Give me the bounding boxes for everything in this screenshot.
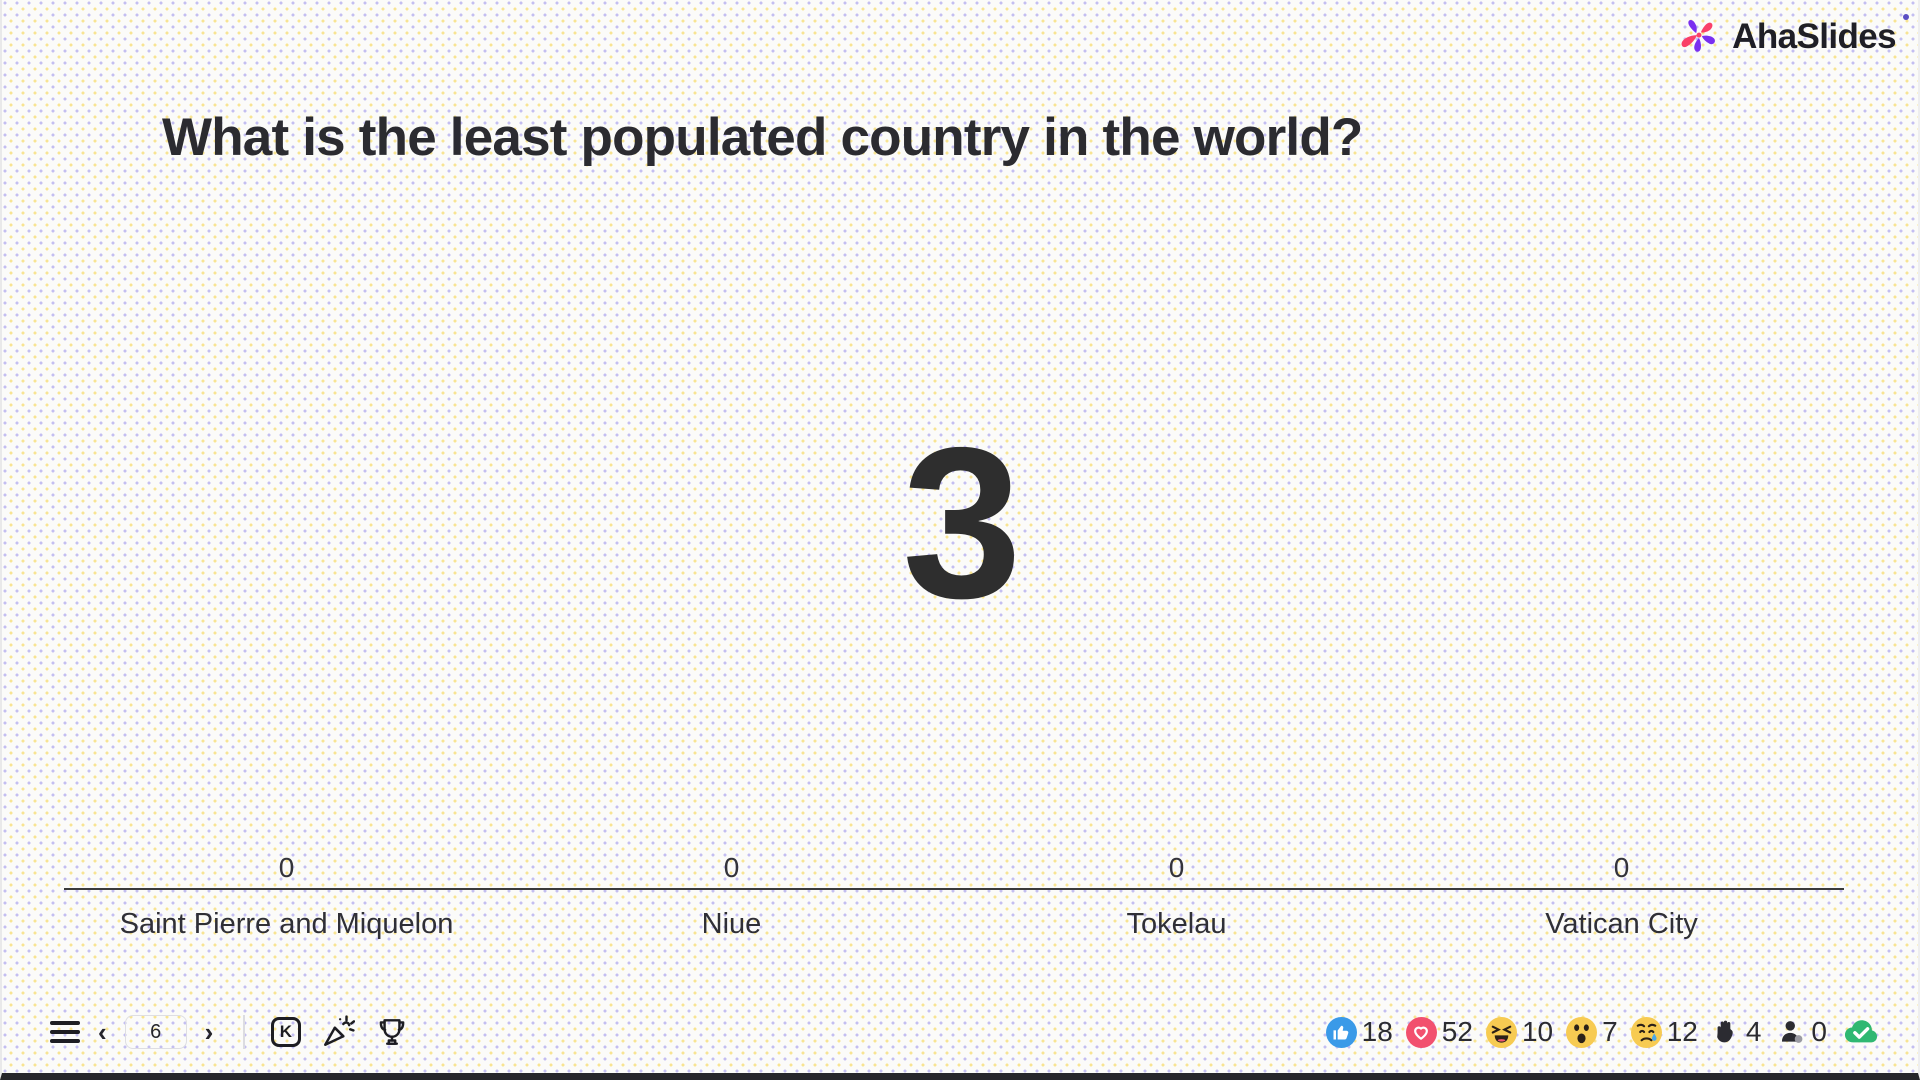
chart-category-label: Saint Pierre and Miquelon: [119, 908, 454, 940]
crying-face-icon: [1630, 1016, 1662, 1048]
participants-status[interactable]: 0: [1778, 1016, 1827, 1048]
chart-column: 0: [509, 818, 954, 888]
chevron-left-icon[interactable]: ‹: [98, 1017, 107, 1047]
reaction-crying[interactable]: 12: [1630, 1016, 1698, 1048]
chart-column: 0: [64, 818, 509, 888]
chart-column: 0: [954, 818, 1399, 888]
surprised-face-icon: [1566, 1016, 1598, 1048]
chart-value-label: 0: [723, 852, 740, 883]
reaction-surprised[interactable]: 7: [1566, 1016, 1618, 1048]
reaction-count: 10: [1521, 1016, 1554, 1047]
keyboard-shortcut-label: K: [279, 1022, 292, 1041]
toolbar-divider: [243, 1015, 245, 1049]
chart-value-label: 0: [278, 852, 295, 883]
reaction-count: 4: [1745, 1016, 1762, 1047]
reaction-heart[interactable]: 52: [1405, 1016, 1473, 1048]
reaction-count: 52: [1441, 1016, 1473, 1047]
reaction-count: 18: [1361, 1016, 1393, 1047]
hamburger-menu-icon[interactable]: [50, 1021, 80, 1043]
question-title: What is the least populated country in t…: [162, 108, 1363, 167]
brand-name: AhaSlides: [1732, 17, 1896, 56]
ahaslides-brand: AhaSlides: [1676, 14, 1897, 60]
toolbar-left-group: ‹ 6 › K: [50, 1015, 409, 1049]
laughing-face-icon: [1485, 1016, 1517, 1048]
chart-category-label: Vatican City: [1545, 908, 1698, 940]
raised-hand-icon: [1717, 1020, 1733, 1043]
reaction-count: 12: [1666, 1016, 1698, 1047]
results-bar-chart: 0 0 0 0 Saint Pierre and Miquelon Niue Tokela…: [64, 818, 1844, 941]
slide-number-value: 6: [150, 1020, 162, 1043]
cloud-check-saved-icon[interactable]: [1844, 1017, 1878, 1047]
chart-category-labels: Saint Pierre and Miquelon Niue Tokelau Vati…: [64, 908, 1844, 941]
chart-column: 0: [1399, 818, 1844, 888]
chart-axis-line: [64, 888, 1844, 890]
keyboard-shortcut-k-icon[interactable]: K: [270, 1017, 301, 1047]
trophy-icon[interactable]: [375, 1015, 409, 1049]
participant-person-icon: [1782, 1021, 1803, 1043]
countdown-timer: 3: [902, 402, 1022, 643]
reaction-thumbs-up[interactable]: 18: [1325, 1016, 1393, 1048]
chart-value-label: 0: [1168, 852, 1185, 883]
participants-count: 0: [1811, 1016, 1827, 1047]
reaction-laughing[interactable]: 10: [1485, 1016, 1554, 1048]
corner-accent-dot: [1903, 14, 1909, 20]
heart-icon: [1405, 1016, 1437, 1048]
chart-category-label: Niue: [701, 908, 762, 940]
chart-value-label: 0: [1613, 852, 1630, 883]
party-popper-icon[interactable]: [321, 1015, 355, 1049]
thumbs-up-icon: [1325, 1016, 1357, 1048]
chevron-right-icon[interactable]: ›: [204, 1017, 214, 1047]
reaction-count: 7: [1602, 1016, 1618, 1047]
chart-plot-area: 0 0 0 0: [64, 818, 1844, 888]
ahaslides-pinwheel-icon: [1681, 19, 1716, 52]
chart-category-label: Tokelau: [1126, 908, 1227, 940]
reaction-raised-hand[interactable]: 4: [1711, 1016, 1762, 1048]
bottom-toolbar: ‹ 6 › K: [2, 1005, 1918, 1059]
toolbar-right-group: 18 52: [1325, 1016, 1878, 1048]
slide-number-input[interactable]: 6: [124, 1015, 187, 1049]
